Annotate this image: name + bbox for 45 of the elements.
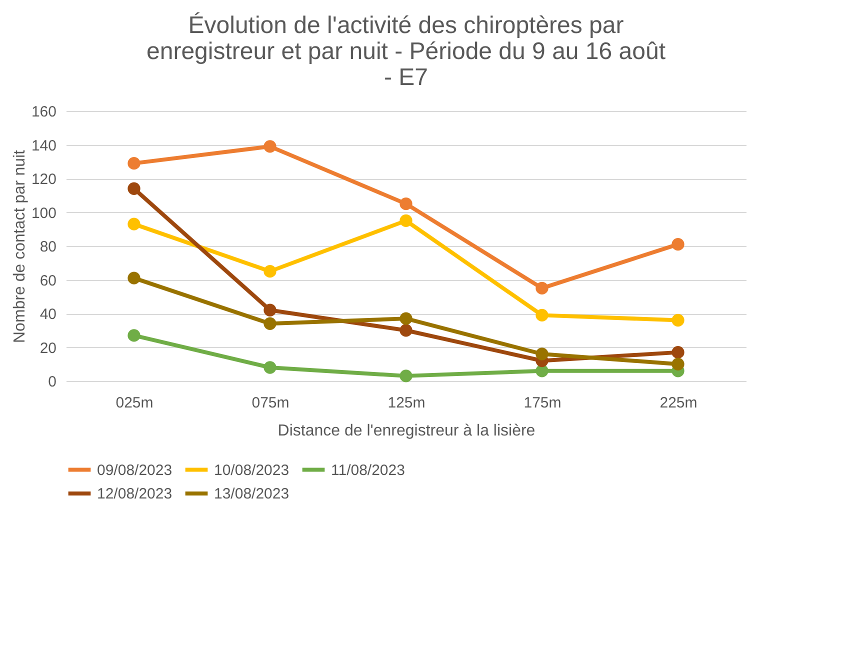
legend-label: 12/08/2023 — [97, 486, 172, 502]
chart-title: Évolution de l'activité des chiroptères par enregistreur et par nuit - Période du 9 au 16 août - E7 — [146, 12, 666, 91]
x-tick-label: 175m — [524, 394, 562, 412]
legend-label: 11/08/2023 — [331, 462, 405, 479]
point — [672, 346, 684, 359]
point — [264, 304, 276, 316]
y-tick-label: 60 — [40, 272, 56, 290]
y-tick-label: 0 — [48, 374, 56, 390]
x-tick-label: 075m — [252, 394, 290, 412]
point — [536, 282, 548, 294]
point — [536, 348, 548, 360]
x-tick-label: 225m — [660, 394, 698, 412]
point — [128, 272, 140, 284]
y-tick-label: 20 — [40, 340, 56, 357]
point — [264, 361, 276, 374]
y-tick-label: 160 — [31, 104, 56, 120]
point — [400, 324, 412, 337]
point — [400, 370, 412, 382]
legend-label: 09/08/2023 — [97, 462, 172, 479]
point — [128, 157, 140, 170]
y-tick-label: 140 — [31, 137, 56, 154]
point — [672, 238, 684, 251]
legend-label: 10/08/2023 — [214, 462, 290, 479]
point — [400, 312, 412, 325]
point — [128, 182, 140, 195]
x-axis-title: Distance de l'enregistreur à la lisière — [278, 422, 536, 440]
y-tick-label: 100 — [31, 204, 56, 222]
legend-label: 13/08/2023 — [214, 486, 290, 502]
y-tick-label: 120 — [31, 171, 56, 188]
point — [536, 308, 548, 322]
x-tick-label: 125m — [388, 394, 426, 412]
point — [400, 214, 412, 227]
point — [264, 265, 276, 278]
y-tick-label: 40 — [40, 306, 56, 323]
point — [536, 364, 548, 378]
point — [264, 140, 276, 153]
point — [672, 314, 684, 327]
y-axis-title: Nombre de contact par nuit — [11, 149, 28, 343]
point — [400, 198, 412, 210]
y-tick-label: 80 — [40, 238, 56, 256]
point — [128, 329, 140, 342]
point — [264, 317, 276, 330]
point — [128, 218, 140, 230]
x-tick-label: 025m — [116, 394, 154, 412]
point — [672, 358, 684, 370]
